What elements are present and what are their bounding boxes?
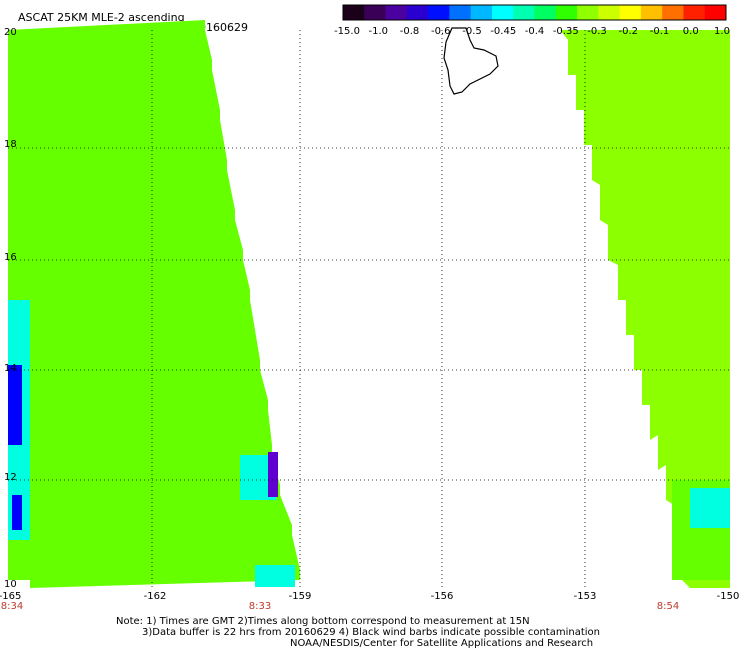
- colorbar-segment: [428, 5, 450, 20]
- swath-right: [560, 30, 730, 588]
- colorbar-label: -0.3: [587, 26, 607, 37]
- colorbar-label: -0.2: [618, 26, 639, 37]
- y-tick-10: 10: [4, 579, 17, 590]
- x-tick-162: -162: [143, 591, 167, 602]
- colorbar-segment: [343, 5, 365, 20]
- colorbar-segment: [364, 5, 387, 20]
- colorbar-segment: [385, 5, 408, 20]
- swath-right-feature-1: [690, 488, 730, 528]
- colorbar-label: -0.35: [552, 26, 579, 37]
- y-tick-20: 20: [4, 27, 17, 38]
- map-title: ASCAT 25KM MLE-2 ascending: [18, 11, 185, 24]
- x-tick-159: -159: [288, 591, 312, 602]
- colorbar-label: -0.1: [649, 26, 670, 37]
- colorbar: [342, 4, 727, 21]
- swath-right-fill: [560, 30, 730, 588]
- colorbar-label: -15.0: [334, 26, 360, 37]
- colorbar-label: -0.4: [524, 26, 545, 37]
- pass-time-right: 8:54: [656, 601, 680, 612]
- colorbar-label: -0.5: [462, 26, 482, 37]
- colorbar-label: -1.0: [368, 26, 389, 37]
- x-tick-156: -156: [430, 591, 454, 602]
- y-tick-12: 12: [4, 472, 17, 483]
- swath-left-feature-5: [255, 565, 295, 587]
- colorbar-segment: [598, 5, 621, 20]
- colorbar-segment: [662, 5, 684, 20]
- colorbar-segment: [577, 5, 599, 20]
- note-line-1: Note: 1) Times are GMT 2)Times along bot…: [116, 616, 530, 627]
- colorbar-segment: [513, 5, 535, 20]
- y-tick-16: 16: [4, 252, 17, 263]
- x-tick-165: -165: [0, 591, 22, 602]
- colorbar-segment: [640, 5, 663, 20]
- swath-left-feature-4: [268, 452, 278, 497]
- swath-left-feature-2: [12, 495, 22, 530]
- map-date: 20160629: [192, 21, 248, 34]
- colorbar-label: 1.0: [714, 26, 730, 37]
- swath-left-feature-1: [8, 365, 22, 445]
- colorbar-segment: [683, 5, 706, 20]
- x-tick-150: -150: [716, 591, 740, 602]
- note-line-2: 3)Data buffer is 22 hrs from 20160629 4)…: [142, 627, 600, 638]
- y-tick-14: 14: [4, 363, 17, 374]
- colorbar-segment: [555, 5, 578, 20]
- x-tick-153: -153: [573, 591, 597, 602]
- swath-left: [8, 20, 300, 588]
- colorbar-segment: [534, 5, 557, 20]
- pass-time-mid: 8:33: [248, 601, 272, 612]
- colorbar-segment: [449, 5, 472, 20]
- swath-left-fill: [8, 20, 300, 588]
- colorbar-border: [342, 4, 727, 21]
- colorbar-label: -0.6: [430, 26, 451, 37]
- colorbar-segment: [470, 5, 493, 20]
- hawaii-coastline: [443, 27, 499, 95]
- colorbar-label: -0.45: [490, 26, 517, 37]
- colorbar-segment: [704, 5, 727, 20]
- graticule-lines: [8, 30, 730, 588]
- note-line-3: NOAA/NESDIS/Center for Satellite Applica…: [290, 638, 594, 649]
- colorbar-segment: [491, 5, 514, 20]
- pass-time-left: 8:34: [0, 601, 24, 612]
- colorbar-segment: [619, 5, 642, 20]
- colorbar-segment: [406, 5, 429, 20]
- colorbar-label: -0.8: [399, 26, 420, 37]
- colorbar-label: 0.0: [682, 26, 699, 37]
- y-tick-18: 18: [4, 139, 17, 150]
